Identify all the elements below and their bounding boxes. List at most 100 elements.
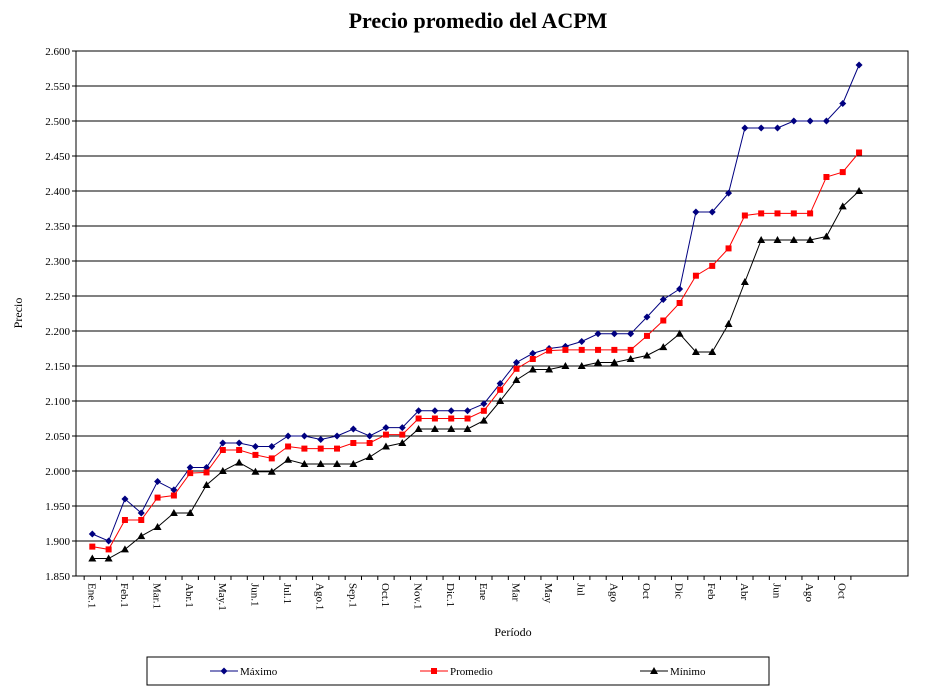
x-tick-label: Abr.1: [183, 583, 195, 608]
data-point: [676, 285, 684, 293]
data-point: [741, 124, 749, 132]
data-point: [741, 212, 748, 219]
data-point: [626, 355, 635, 362]
data-point: [724, 320, 733, 327]
data-point: [546, 347, 553, 354]
data-point: [773, 124, 781, 132]
y-tick-label: 2.550: [45, 81, 70, 93]
data-point: [595, 346, 602, 353]
data-point: [349, 425, 357, 433]
legend-label: Mínimo: [670, 666, 706, 678]
data-point: [659, 343, 668, 351]
series-line: [92, 190, 860, 559]
data-point: [513, 365, 520, 372]
data-point: [725, 245, 732, 252]
data-point: [512, 376, 521, 383]
data-point: [120, 545, 129, 553]
data-point: [676, 300, 683, 306]
data-point: [284, 432, 292, 440]
data-point: [154, 478, 162, 485]
data-point: [839, 100, 847, 107]
y-tick-label: 2.200: [45, 326, 70, 338]
data-point: [235, 458, 244, 466]
data-point: [464, 415, 471, 422]
data-point: [627, 346, 634, 353]
x-tick-label: Abr: [738, 583, 750, 600]
x-tick-label: Dic: [673, 583, 685, 599]
x-tick-label: Jul.1: [281, 583, 293, 604]
x-tick-label: Jun: [770, 583, 782, 599]
data-point: [105, 537, 113, 545]
data-point: [105, 546, 112, 553]
data-point: [497, 386, 504, 393]
x-tick-label: Oct: [836, 583, 848, 599]
y-tick-label: 2.350: [45, 221, 70, 233]
x-tick-label: Jul: [575, 583, 587, 596]
data-point: [480, 407, 487, 414]
y-tick-label: 2.450: [45, 151, 70, 163]
data-point: [611, 346, 618, 353]
data-point: [643, 332, 650, 339]
data-point: [414, 425, 423, 432]
y-tick-label: 1.950: [45, 501, 70, 513]
legend-marker: [650, 667, 658, 674]
data-point: [398, 439, 407, 446]
data-point: [692, 272, 699, 279]
y-tick-label: 2.600: [45, 46, 70, 58]
data-point: [774, 210, 781, 217]
x-tick-label: Feb: [705, 583, 717, 600]
data-point: [709, 262, 716, 269]
data-point: [675, 329, 684, 337]
data-point: [317, 436, 325, 443]
data-point: [789, 236, 798, 243]
data-point: [187, 470, 194, 477]
data-point: [169, 509, 178, 516]
data-point: [464, 407, 472, 415]
data-point: [89, 543, 96, 550]
data-point: [349, 460, 358, 467]
data-point: [839, 169, 846, 176]
x-tick-label: Feb.1: [118, 583, 130, 608]
data-point: [301, 445, 308, 452]
x-tick-label: May: [542, 583, 554, 604]
data-point: [268, 443, 276, 450]
x-tick-label: Mar.1: [151, 583, 163, 609]
data-point: [137, 509, 145, 517]
data-point: [430, 425, 439, 432]
data-point: [334, 445, 341, 452]
data-point: [219, 447, 226, 453]
data-point: [365, 453, 374, 460]
data-point: [838, 202, 847, 210]
data-point: [251, 467, 260, 475]
data-point: [137, 532, 146, 540]
data-point: [610, 358, 619, 366]
data-point: [790, 117, 798, 125]
data-point: [545, 365, 554, 373]
legend-label: Promedio: [450, 666, 493, 678]
data-point: [512, 359, 520, 366]
data-point: [479, 416, 488, 424]
data-point: [382, 431, 389, 438]
x-tick-label: Ago.1: [314, 583, 326, 610]
y-tick-label: 1.850: [45, 571, 70, 583]
data-point: [300, 432, 308, 440]
data-point: [381, 442, 390, 450]
data-point: [202, 481, 211, 488]
data-point: [725, 189, 733, 197]
data-point: [300, 460, 309, 467]
y-axis-title: Precio: [11, 298, 25, 329]
data-point: [822, 232, 831, 240]
data-point: [643, 313, 651, 321]
x-tick-label: Ene: [477, 583, 489, 600]
data-point: [447, 407, 455, 415]
data-point: [529, 356, 536, 362]
y-tick-label: 2.400: [45, 186, 70, 198]
data-point: [448, 415, 455, 422]
data-point: [496, 380, 504, 387]
x-tick-label: Jun.1: [248, 583, 260, 607]
x-tick-label: Sep.1: [346, 583, 358, 608]
legend-marker: [220, 667, 228, 675]
data-point: [170, 492, 177, 499]
x-tick-label: Oct: [640, 583, 652, 599]
